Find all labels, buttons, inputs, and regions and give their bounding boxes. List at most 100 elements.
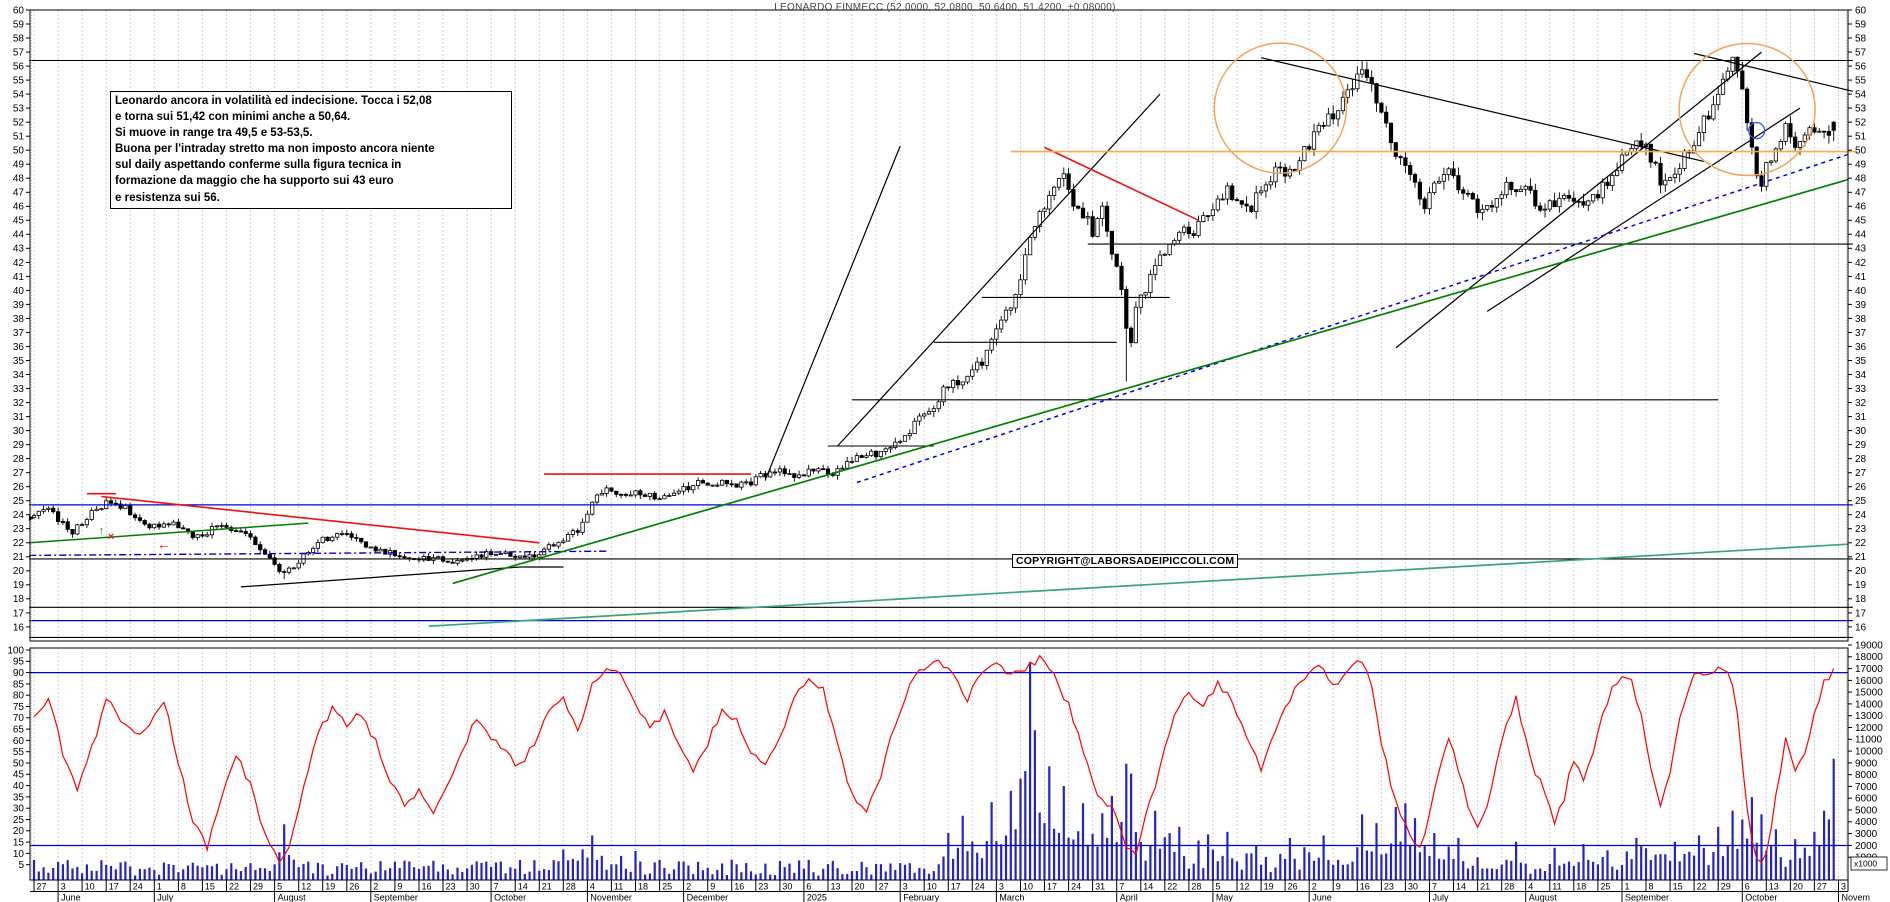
svg-text:35: 35: [13, 792, 25, 803]
svg-text:26: 26: [349, 882, 359, 892]
svg-text:20: 20: [13, 566, 25, 577]
svg-text:June: June: [61, 893, 81, 902]
svg-text:26: 26: [1855, 482, 1867, 493]
svg-text:48: 48: [13, 174, 25, 185]
svg-text:3: 3: [903, 882, 908, 892]
svg-text:28: 28: [13, 454, 25, 465]
svg-text:August: August: [278, 893, 307, 902]
svg-text:85: 85: [13, 679, 25, 690]
svg-text:55: 55: [13, 76, 25, 87]
svg-text:June: June: [1312, 893, 1332, 902]
svg-text:27: 27: [13, 468, 25, 479]
svg-text:36: 36: [1855, 342, 1867, 353]
svg-text:17: 17: [1855, 608, 1867, 619]
svg-text:11: 11: [1552, 882, 1561, 892]
svg-text:22: 22: [1167, 882, 1177, 892]
svg-text:56: 56: [13, 62, 25, 73]
svg-text:16: 16: [13, 622, 25, 633]
svg-text:December: December: [687, 893, 729, 902]
svg-text:8: 8: [1649, 882, 1654, 892]
svg-text:7000: 7000: [1855, 782, 1878, 793]
svg-text:6: 6: [806, 882, 811, 892]
svg-text:19: 19: [13, 580, 25, 591]
svg-text:February: February: [903, 893, 940, 902]
svg-text:25: 25: [1600, 882, 1610, 892]
svg-text:July: July: [1433, 893, 1450, 902]
svg-text:10: 10: [13, 849, 25, 860]
svg-text:11: 11: [614, 882, 623, 892]
svg-text:14: 14: [518, 882, 528, 892]
svg-text:39: 39: [1855, 300, 1867, 311]
svg-text:26: 26: [1288, 882, 1298, 892]
svg-text:22: 22: [1697, 882, 1707, 892]
volume-bars: [32, 662, 1835, 880]
svg-text:21: 21: [542, 882, 552, 892]
svg-text:40: 40: [13, 286, 25, 297]
svg-text:18000: 18000: [1855, 652, 1883, 663]
svg-text:14: 14: [1143, 882, 1153, 892]
svg-text:38: 38: [1855, 314, 1867, 325]
svg-text:x1000: x1000: [1854, 859, 1877, 869]
candles: [31, 56, 1836, 580]
svg-text:August: August: [1529, 893, 1558, 902]
svg-text:20: 20: [855, 882, 865, 892]
svg-text:42: 42: [1855, 258, 1867, 269]
svg-text:13000: 13000: [1855, 711, 1883, 722]
svg-text:27: 27: [879, 882, 889, 892]
analysis-note: Leonardo ancora in volatilità ed indecis…: [110, 91, 512, 209]
svg-text:60: 60: [13, 736, 25, 747]
volume-axis-labels: 1900018000170001600015000140001300012000…: [1848, 640, 1888, 871]
svg-text:17000: 17000: [1855, 664, 1883, 675]
svg-text:2: 2: [686, 882, 691, 892]
svg-text:15: 15: [205, 882, 215, 892]
svg-text:100: 100: [7, 645, 24, 656]
svg-text:5: 5: [1215, 882, 1220, 892]
svg-text:30: 30: [470, 882, 480, 892]
svg-text:8: 8: [181, 882, 186, 892]
svg-text:March: March: [999, 893, 1024, 902]
svg-text:39: 39: [13, 300, 25, 311]
svg-text:34: 34: [13, 370, 25, 381]
svg-text:38: 38: [13, 314, 25, 325]
svg-text:20: 20: [1855, 566, 1867, 577]
svg-text:60: 60: [13, 5, 25, 16]
svg-text:6: 6: [1745, 882, 1750, 892]
svg-text:16000: 16000: [1855, 676, 1883, 687]
svg-text:7: 7: [1119, 882, 1124, 892]
svg-text:37: 37: [1855, 328, 1867, 339]
svg-text:27: 27: [1855, 468, 1867, 479]
svg-text:34: 34: [1855, 370, 1867, 381]
svg-text:14: 14: [1456, 882, 1466, 892]
svg-text:22: 22: [1855, 538, 1867, 549]
svg-text:23: 23: [758, 882, 768, 892]
svg-text:47: 47: [13, 188, 25, 199]
svg-text:31: 31: [13, 412, 25, 423]
svg-text:35: 35: [1855, 356, 1867, 367]
svg-text:23: 23: [446, 882, 456, 892]
svg-text:47: 47: [1855, 188, 1867, 199]
svg-text:10: 10: [1023, 882, 1033, 892]
svg-text:15: 15: [1673, 882, 1683, 892]
svg-text:17: 17: [109, 882, 119, 892]
svg-text:46: 46: [1855, 202, 1867, 213]
svg-text:30: 30: [1408, 882, 1418, 892]
svg-text:53: 53: [1855, 104, 1867, 115]
svg-text:50: 50: [13, 146, 25, 157]
svg-text:36: 36: [13, 342, 25, 353]
svg-text:5: 5: [18, 860, 24, 871]
svg-text:90: 90: [13, 668, 25, 679]
svg-text:10: 10: [85, 882, 95, 892]
trend-lines: ← ×↑ ▶: [29, 42, 1858, 638]
oscillator-line: [33, 654, 1835, 864]
svg-text:27: 27: [1817, 882, 1827, 892]
svg-text:29: 29: [1855, 440, 1867, 451]
svg-text:28: 28: [1504, 882, 1514, 892]
svg-text:5: 5: [277, 882, 282, 892]
svg-text:1: 1: [1625, 882, 1630, 892]
svg-text:24: 24: [1855, 510, 1867, 521]
svg-text:23: 23: [1855, 524, 1867, 535]
svg-text:35: 35: [13, 356, 25, 367]
svg-text:September: September: [1625, 893, 1669, 902]
svg-text:45: 45: [13, 770, 25, 781]
